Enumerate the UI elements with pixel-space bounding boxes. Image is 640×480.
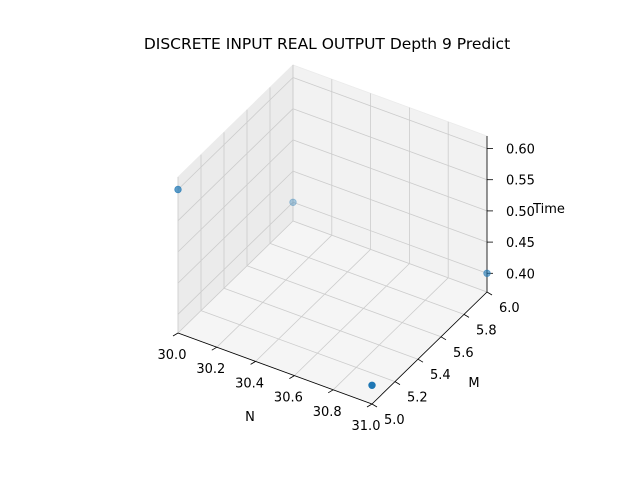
y-tick-mark (440, 336, 447, 341)
x-tick-mark (327, 389, 334, 394)
y-grid-line-floor (292, 220, 488, 293)
tick-labels: 30.0 30.2 30.4 30.6 30.8 31.0 5.05.25.45.65.86… (158, 143, 535, 435)
z-grid-line-back (292, 170, 488, 243)
data-point (289, 198, 297, 206)
y-tick-mark (394, 381, 401, 385)
z-grid-line-left (177, 108, 294, 221)
z-grid-line-back (292, 108, 488, 181)
x-grid-line-floor (294, 263, 410, 376)
x-tick-label: 30.8 (313, 405, 342, 420)
data-point (368, 381, 376, 389)
z-tick-label: 0.50 (506, 205, 535, 220)
z-tick-label: 0.45 (506, 236, 535, 251)
y-tick-label: 5.8 (476, 323, 497, 338)
z-grid-line-left (177, 139, 294, 253)
data-points (174, 185, 491, 389)
chart-title: DISCRETE INPUT REAL OUTPUT Depth 9 Predi… (144, 35, 510, 53)
y-tick-mark (417, 358, 424, 363)
x-grid-line-floor (216, 234, 333, 348)
x-axis-label: N (245, 410, 255, 425)
x-tick-mark (250, 361, 256, 365)
z-axis-label: Time (532, 202, 565, 217)
z-grid-line-back (292, 139, 488, 212)
x-axis-line (177, 332, 373, 405)
y-tick-label: 5.6 (453, 346, 474, 361)
y-axis-line (371, 291, 488, 405)
x-tick-label: 30.0 (158, 348, 187, 363)
y-axis-label: M (468, 376, 479, 391)
x-grid-line-floor (255, 249, 371, 362)
z-grid-line-back (292, 201, 488, 274)
axis-lines (177, 136, 488, 405)
y-tick-mark (486, 291, 493, 296)
y-tick-mark (371, 403, 378, 408)
y-tick-mark (463, 314, 470, 318)
z-tick-label: 0.40 (506, 267, 535, 282)
y-grid-line-floor (269, 243, 465, 315)
axis-panes (177, 64, 488, 405)
y-tick-label: 5.2 (407, 391, 428, 406)
z-grid-line-left (177, 170, 294, 284)
x-tick-mark (172, 332, 179, 337)
x-grid-line-floor (332, 277, 449, 391)
data-point (174, 185, 182, 194)
data-point (483, 269, 491, 277)
x-tick-mark (211, 346, 218, 351)
x-tick-label: 30.2 (196, 362, 225, 377)
y-tick-label: 6.0 (499, 301, 520, 316)
x-tick-mark (366, 403, 373, 408)
y-grid-line-floor (200, 310, 396, 382)
x-tick-label: 30.6 (274, 391, 303, 406)
y-tick-label: 5.4 (430, 368, 451, 383)
y-tick-label: 5.0 (384, 413, 405, 428)
z-grid-line-left (177, 77, 294, 190)
z-tick-label: 0.60 (506, 143, 535, 158)
x-grid-line-floor (177, 220, 294, 334)
x-tick-mark (289, 375, 295, 379)
y-grid-line-floor (223, 287, 419, 360)
z-grid-line-back (292, 77, 488, 149)
x-tick-label: 31.0 (352, 419, 381, 434)
y-grid-line-floor (246, 265, 442, 338)
z-grid-line-left (177, 202, 294, 315)
x-tick-label: 30.4 (235, 376, 264, 391)
z-tick-label: 0.55 (506, 174, 535, 189)
